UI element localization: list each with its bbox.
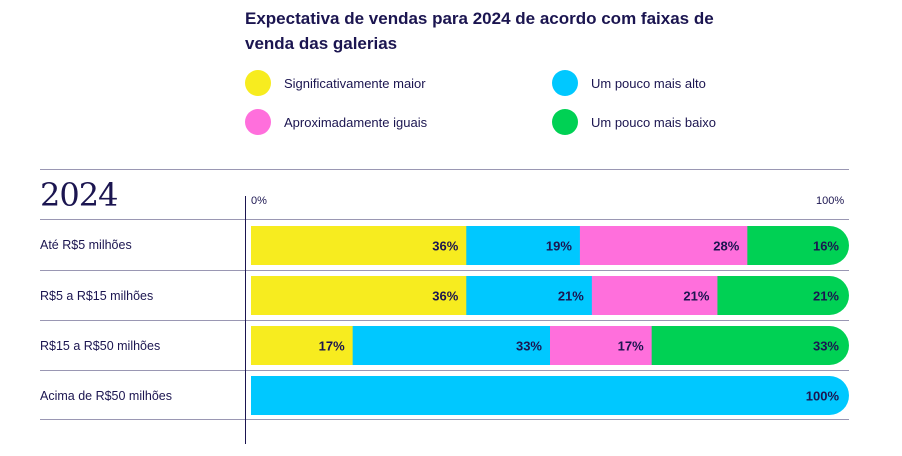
data-label: 36% bbox=[432, 239, 458, 254]
bar-segment bbox=[251, 326, 354, 365]
legend-swatch bbox=[552, 109, 578, 135]
bar-segment bbox=[717, 276, 849, 315]
bar-segment bbox=[466, 276, 593, 315]
x-tick-start: 0% bbox=[251, 195, 267, 207]
legend-label: Um pouco mais alto bbox=[591, 75, 706, 91]
legend-item-significativamente-maior: Significativamente maior bbox=[245, 70, 426, 96]
row-divider bbox=[40, 370, 849, 371]
chart-title: Expectativa de vendas para 2024 de acord… bbox=[245, 9, 714, 53]
data-label: 100% bbox=[806, 389, 840, 404]
top-divider bbox=[40, 169, 849, 170]
bar-segment bbox=[550, 326, 653, 365]
bar-row bbox=[251, 226, 849, 265]
legend-label: Um pouco mais baixo bbox=[591, 114, 716, 130]
bar-segment bbox=[591, 276, 718, 315]
data-label: 16% bbox=[813, 239, 839, 254]
bar-segment bbox=[251, 376, 849, 415]
legend-item-aproximadamente-iguais: Aproximadamente iguais bbox=[245, 109, 427, 135]
bar-segment bbox=[747, 226, 849, 265]
bar-row bbox=[251, 326, 849, 365]
data-label: 19% bbox=[546, 239, 572, 254]
legend-item-um-pouco-mais-alto: Um pouco mais alto bbox=[552, 70, 706, 96]
data-label: 17% bbox=[618, 339, 644, 354]
legend-item-um-pouco-mais-baixo: Um pouco mais baixo bbox=[552, 109, 716, 135]
row-divider bbox=[40, 320, 849, 321]
row-label: R$5 a R$15 milhões bbox=[40, 289, 154, 303]
axis-line bbox=[245, 196, 246, 444]
legend-label: Aproximadamente iguais bbox=[284, 114, 428, 130]
bar-segment bbox=[251, 226, 467, 265]
row-divider bbox=[40, 219, 849, 220]
row-label: R$15 a R$50 milhões bbox=[40, 339, 161, 353]
bar-segment bbox=[251, 276, 467, 315]
data-label: 33% bbox=[813, 339, 839, 354]
legend-swatch bbox=[245, 70, 271, 96]
data-label: 33% bbox=[516, 339, 542, 354]
row-divider bbox=[40, 419, 849, 420]
bar-row bbox=[251, 276, 849, 315]
legend-swatch bbox=[552, 70, 578, 96]
row-label: Até R$5 milhões bbox=[40, 238, 132, 252]
row-divider bbox=[40, 270, 849, 271]
year-label: 2024 bbox=[40, 176, 118, 214]
row-label: Acima de R$50 milhões bbox=[40, 389, 173, 403]
legend-swatch bbox=[245, 109, 271, 135]
bar-segment bbox=[352, 326, 551, 365]
data-label: 36% bbox=[432, 289, 458, 304]
data-label: 21% bbox=[683, 289, 709, 304]
bar-segment bbox=[651, 326, 849, 365]
data-label: 17% bbox=[319, 339, 345, 354]
data-label: 21% bbox=[558, 289, 584, 304]
bar-row bbox=[251, 376, 849, 415]
bar-segment bbox=[579, 226, 748, 265]
bar-segment bbox=[466, 226, 581, 265]
x-tick-end: 100% bbox=[816, 195, 845, 207]
data-label: 21% bbox=[813, 289, 839, 304]
data-label: 28% bbox=[713, 239, 739, 254]
legend-label: Significativamente maior bbox=[284, 75, 426, 91]
